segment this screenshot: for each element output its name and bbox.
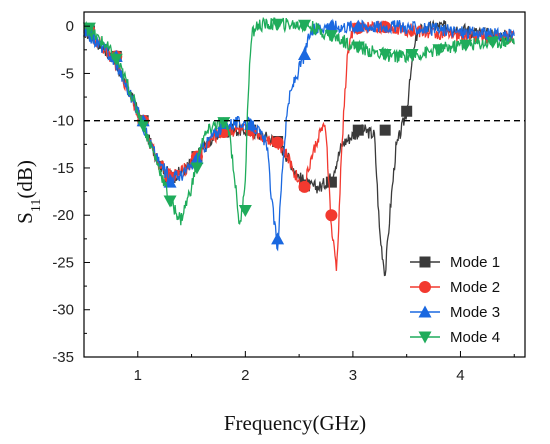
data-point: [351, 41, 365, 54]
data-point: [298, 180, 311, 193]
y-tick-label: -10: [52, 113, 74, 130]
y-axis-title-main: S: [13, 212, 37, 224]
legend-label: Mode 2: [450, 279, 500, 296]
data-point: [109, 53, 123, 66]
data-point: [163, 195, 177, 208]
data-point: [298, 19, 311, 32]
y-tick-label: 0: [66, 18, 74, 35]
data-point: [271, 18, 285, 31]
legend-label: Mode 4: [450, 329, 500, 346]
axes-layer: 1 2 3 4 0 -5 -10 -15 -20 -25 -30 -35: [52, 11, 526, 384]
data-point: [378, 49, 392, 62]
data-point: [82, 22, 96, 35]
y-axis-title-sub: 11: [29, 199, 44, 212]
y-tick-label: -15: [52, 160, 74, 177]
y-tick-label: -25: [52, 254, 74, 271]
data-point: [352, 124, 364, 136]
series-line: [83, 18, 515, 252]
y-axis-title: S11(dB): [13, 160, 44, 224]
plot-frame: [83, 11, 526, 358]
legend-item-mode-1: Mode 1: [410, 254, 500, 271]
y-tick-label: -35: [52, 349, 74, 366]
data-point: [271, 232, 285, 245]
legend-item-mode-2: Mode 2: [410, 279, 500, 296]
data-point: [405, 49, 419, 62]
x-tick-label: 1: [134, 367, 142, 384]
legend-swatch-marker: [419, 281, 431, 293]
data-point: [298, 48, 311, 61]
data-point: [432, 44, 446, 57]
data-point: [459, 39, 473, 52]
legend-label: Mode 3: [450, 304, 500, 321]
data-point: [136, 119, 150, 132]
series-layer: [82, 16, 515, 277]
y-axis-title-unit: (dB): [13, 160, 37, 199]
y-tick-label: -30: [52, 302, 74, 319]
data-point: [325, 176, 337, 188]
y-tick-label: -20: [52, 207, 74, 224]
data-point: [324, 19, 338, 32]
legend-label: Mode 1: [450, 254, 500, 271]
series-mode-4: [82, 16, 515, 226]
legend-swatch-marker: [418, 331, 432, 344]
data-point: [324, 30, 338, 43]
data-point: [190, 152, 204, 165]
legend-swatch-marker: [419, 256, 431, 268]
data-point: [401, 105, 413, 117]
x-tick-label: 3: [349, 367, 357, 384]
data-point: [238, 204, 252, 217]
x-tick-label: 2: [241, 367, 249, 384]
data-point: [486, 36, 500, 49]
data-point: [351, 19, 365, 32]
data-point: [271, 136, 284, 149]
y-tick-label: -5: [61, 65, 74, 82]
legend-item-mode-3: Mode 3: [410, 304, 500, 321]
legend: Mode 1 Mode 2 Mode 3 Mode 4: [410, 254, 500, 346]
data-point: [325, 209, 338, 222]
series-mode-2: [83, 20, 515, 271]
legend-swatch-marker: [418, 305, 432, 318]
x-axis-title: Frequency(GHz): [224, 411, 366, 435]
legend-item-mode-4: Mode 4: [410, 329, 500, 346]
data-point: [379, 124, 391, 136]
x-tick-label: 4: [456, 367, 464, 384]
series-line: [83, 16, 515, 226]
data-point: [190, 162, 204, 175]
